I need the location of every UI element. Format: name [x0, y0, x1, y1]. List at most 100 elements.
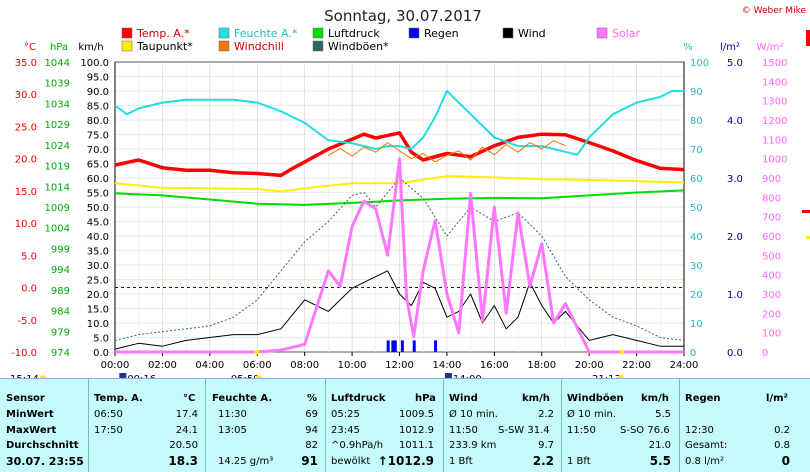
moon-icon: [40, 375, 46, 378]
tick-label-rain: 3.0: [727, 174, 743, 185]
table-cell-r-val: 0.2: [774, 425, 790, 436]
tick-label-wind: 80.0: [87, 116, 109, 127]
tick-label-solar: 1100: [762, 135, 787, 146]
axis-unit-hum: %: [683, 42, 693, 53]
table-cell-w-b: S-SW 31.4: [498, 425, 550, 436]
x-tick-label: 02:00: [148, 360, 177, 371]
statistics-table: Sensor Temp. A. °C Feuchte A. % Luftdruc…: [0, 378, 810, 472]
tick-label-solar: 500: [762, 251, 781, 262]
series-line-windchill: [328, 140, 566, 163]
tick-label-hum: 20: [690, 290, 703, 301]
legend-swatch: [312, 40, 324, 52]
table-cell-p-val: 1009.5: [399, 409, 434, 420]
table-row: MaxWert 17:50 24.1 13:05 94 23:45 1012.9 11:50 S…: [0, 423, 810, 438]
tick-label-temp: 20.0: [15, 155, 37, 166]
table-cell-t-val: 17.4: [175, 409, 198, 420]
legend-label: Taupunkt*: [136, 40, 193, 53]
tick-label-press: 1044: [45, 58, 70, 69]
tick-label-wind: 90.0: [87, 87, 109, 98]
sunset-time: 21:13: [592, 374, 621, 378]
tick-label-press: 999: [51, 244, 70, 255]
tick-label-solar: 1000: [762, 155, 787, 166]
table-row: 30.07. 23:55 18.3 14.25 g/m³ 91 bewölkt ↑1012…: [0, 454, 810, 469]
tick-label-wind: 70.0: [87, 145, 109, 156]
x-tick-label: 18:00: [527, 360, 556, 371]
tick-label-wind: 50.0: [87, 203, 109, 214]
tick-label-wind: 40.0: [87, 232, 109, 243]
moon-time-left: 15:14: [10, 374, 39, 378]
tick-label-solar: 100: [762, 329, 781, 340]
rain-bar: [393, 340, 397, 352]
table-cell-p-time: 05:25: [331, 409, 360, 420]
table-cell-label: Durchschnitt: [6, 440, 79, 451]
tick-label-wind: 20.0: [87, 290, 109, 301]
tick-label-press: 1004: [45, 224, 70, 235]
tick-label-wind: 25.0: [87, 276, 109, 287]
table-cell-w-val: 2.2: [532, 454, 554, 468]
tick-label-press: 979: [51, 327, 70, 338]
rain-bar: [400, 340, 404, 352]
sunrise-time: 05:59: [231, 374, 260, 378]
header-gusts-unit: km/h: [641, 393, 669, 404]
header-temp-unit: °C: [183, 393, 196, 404]
tick-label-press: 994: [51, 265, 70, 276]
legend-label: Solar: [612, 27, 641, 40]
tick-label-temp: -10.0: [11, 348, 37, 359]
tick-label-rain: 4.0: [727, 116, 743, 127]
tick-label-press: 1019: [45, 162, 70, 173]
tick-label-solar: 0: [762, 348, 768, 359]
table-cell-g-val: 21.0: [648, 440, 671, 451]
moonset-time: 00:16: [127, 374, 156, 378]
tick-label-wind: 10.0: [87, 319, 109, 330]
header-pressure: Luftdruck: [331, 393, 386, 404]
legend-swatch: [121, 27, 133, 39]
tick-label-rain: 0.0: [727, 348, 743, 359]
tick-label-hum: 60: [690, 174, 703, 185]
table-cell-w-val: 2.2: [538, 409, 554, 420]
tick-label-solar: 400: [762, 271, 781, 282]
x-tick-label: 06:00: [243, 360, 272, 371]
tick-label-wind: 75.0: [87, 131, 109, 142]
tick-label-hum: 40: [690, 232, 703, 243]
rain-bar: [434, 340, 438, 352]
sun-moon-markers: 15:14 00:16 05:59 14:00 21:13: [10, 30, 810, 378]
table-cell-h-time: 14.25 g/m³: [218, 456, 274, 467]
copyright-label: © Weber Mike: [742, 6, 807, 16]
axis-labels: 35.0 30.0 25.0 20.0 15.0 10.0 5.0 0.0 -5.0 -10.0 1…: [11, 58, 787, 371]
table-cell-t-val: 20.50: [169, 440, 198, 451]
x-tick-label: 16:00: [480, 360, 509, 371]
tick-label-solar: 700: [762, 213, 781, 224]
legend-label: Windböen*: [328, 40, 389, 53]
tick-label-temp: 25.0: [15, 122, 37, 133]
sunset-icon: [618, 375, 625, 378]
tick-label-wind: 85.0: [87, 102, 109, 113]
tick-label-wind: 35.0: [87, 247, 109, 258]
table-cell-p-val: 1011.1: [399, 440, 434, 451]
axis-unit-temp: °C: [24, 42, 36, 53]
series-line-temp-a-: [114, 131, 685, 178]
legend-label: Wind: [518, 27, 546, 40]
table-cell-p-val: 1012.9: [399, 425, 434, 436]
tick-label-solar: 1400: [762, 77, 787, 88]
table-cell-label: MaxWert: [6, 425, 57, 436]
rain-bar: [391, 340, 395, 352]
x-tick-label: 00:00: [101, 360, 130, 371]
legend-label: Regen: [424, 27, 459, 40]
tick-label-press: 1029: [45, 120, 70, 131]
header-pressure-unit: hPa: [415, 393, 436, 404]
axis-unit-press: hPa: [50, 42, 68, 53]
table-cell-h-val: 94: [305, 425, 318, 436]
tick-label-solar: 800: [762, 193, 781, 204]
table-cell-t-time: 17:50: [94, 425, 123, 436]
tick-label-temp: 15.0: [15, 187, 37, 198]
tick-label-press: 1039: [45, 79, 70, 90]
sunset-dot: [619, 349, 625, 355]
header-sensor: Sensor: [6, 393, 45, 404]
table-header-row: Sensor Temp. A. °C Feuchte A. % Luftdruc…: [0, 391, 810, 406]
header-temp: Temp. A.: [94, 393, 143, 404]
tick-label-hum: 30: [690, 261, 703, 272]
tick-label-press: 1024: [45, 141, 70, 152]
tick-label-hum: 70: [690, 145, 703, 156]
legend-label: Temp. A.*: [136, 27, 190, 40]
tick-label-hum: 80: [690, 116, 703, 127]
